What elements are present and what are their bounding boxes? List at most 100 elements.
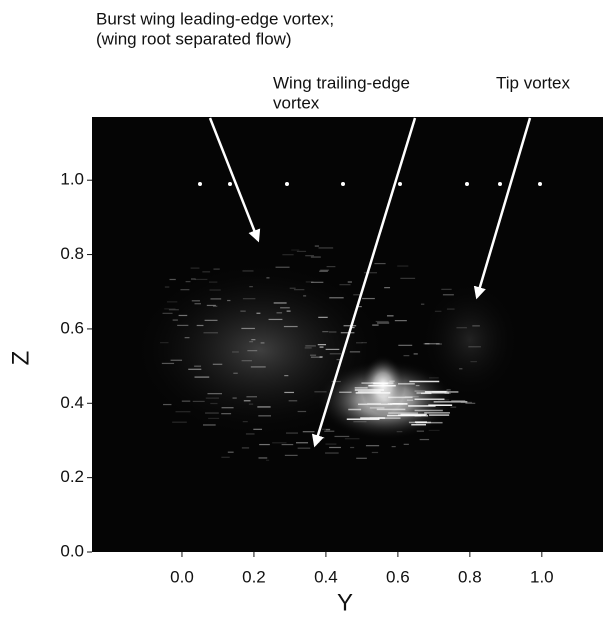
streak: [275, 266, 290, 268]
streak: [450, 406, 457, 408]
streak: [221, 456, 230, 458]
streak: [334, 435, 350, 438]
streak: [388, 396, 413, 399]
streak: [411, 423, 426, 426]
streak: [209, 289, 221, 291]
streak: [281, 443, 294, 446]
streak: [319, 356, 323, 358]
streak: [242, 298, 256, 300]
streak: [325, 452, 339, 454]
streak: [414, 398, 445, 400]
annotation-arrow: [208, 117, 261, 243]
streak: [280, 307, 290, 309]
streak: [266, 459, 270, 461]
streak: [350, 446, 355, 449]
streak: [297, 410, 307, 413]
streak: [356, 457, 367, 459]
streak: [377, 322, 390, 324]
streak: [310, 256, 321, 258]
annotation: (wing root separated flow): [96, 29, 292, 48]
streak: [286, 432, 298, 434]
streak: [451, 400, 466, 402]
marker-dot: [538, 182, 542, 186]
streak: [343, 325, 357, 327]
streak: [428, 404, 453, 406]
streak: [446, 308, 455, 310]
streak: [398, 344, 413, 346]
streak: [259, 443, 270, 446]
streak: [360, 417, 386, 419]
streak: [210, 298, 222, 300]
streak: [160, 342, 169, 344]
streak: [284, 375, 289, 377]
streak: [349, 351, 361, 353]
streak: [414, 421, 427, 423]
x-tick-label: 1.0: [530, 567, 554, 586]
streak: [213, 268, 220, 270]
streak: [465, 402, 476, 404]
streak: [286, 310, 291, 312]
marker-dot: [228, 182, 232, 186]
streak: [266, 277, 270, 279]
streak: [326, 266, 336, 268]
streak: [322, 331, 329, 333]
streak: [428, 429, 440, 432]
streak: [247, 350, 258, 352]
streak: [329, 297, 344, 299]
streak: [339, 284, 351, 286]
streak: [251, 339, 256, 341]
streak: [356, 305, 362, 308]
streak: [441, 288, 452, 290]
streak: [227, 299, 231, 302]
streak: [288, 400, 298, 402]
streak: [318, 247, 334, 249]
streak: [400, 277, 416, 279]
streak: [436, 343, 442, 345]
streak: [194, 376, 210, 378]
streak: [304, 347, 312, 349]
y-tick-label: 0.8: [60, 244, 84, 263]
streak: [256, 312, 261, 314]
streak: [420, 392, 432, 395]
streak: [420, 303, 425, 305]
streak: [246, 396, 258, 398]
streak: [284, 454, 298, 456]
streak: [446, 389, 451, 391]
streak: [397, 265, 409, 267]
streak: [242, 270, 254, 272]
streak: [413, 353, 418, 355]
streak: [409, 380, 440, 383]
streak: [336, 358, 341, 361]
streak: [169, 278, 176, 281]
streak: [188, 368, 202, 370]
streak: [249, 286, 253, 288]
streak: [227, 451, 234, 453]
streak: [164, 308, 176, 310]
streak: [362, 297, 375, 300]
streak: [191, 300, 200, 302]
streak: [414, 409, 443, 412]
marker-dot: [285, 182, 289, 186]
streak: [181, 400, 191, 402]
streak: [208, 417, 220, 420]
streak: [372, 324, 379, 326]
streak: [172, 319, 178, 321]
streak: [424, 391, 447, 393]
streak: [397, 383, 415, 385]
streak: [185, 281, 191, 283]
annotation: vortex: [273, 93, 320, 112]
streak: [354, 387, 368, 389]
streak: [368, 384, 396, 387]
streak: [205, 397, 220, 399]
annotation-arrow: [473, 117, 532, 300]
streak: [163, 403, 172, 406]
streak: [258, 415, 272, 417]
marker-dot: [498, 182, 502, 186]
streak: [353, 294, 361, 296]
streak: [371, 451, 379, 454]
streak: [325, 443, 337, 445]
streak: [302, 431, 315, 433]
streak: [376, 408, 406, 411]
streak: [339, 391, 352, 393]
streak: [212, 305, 218, 307]
